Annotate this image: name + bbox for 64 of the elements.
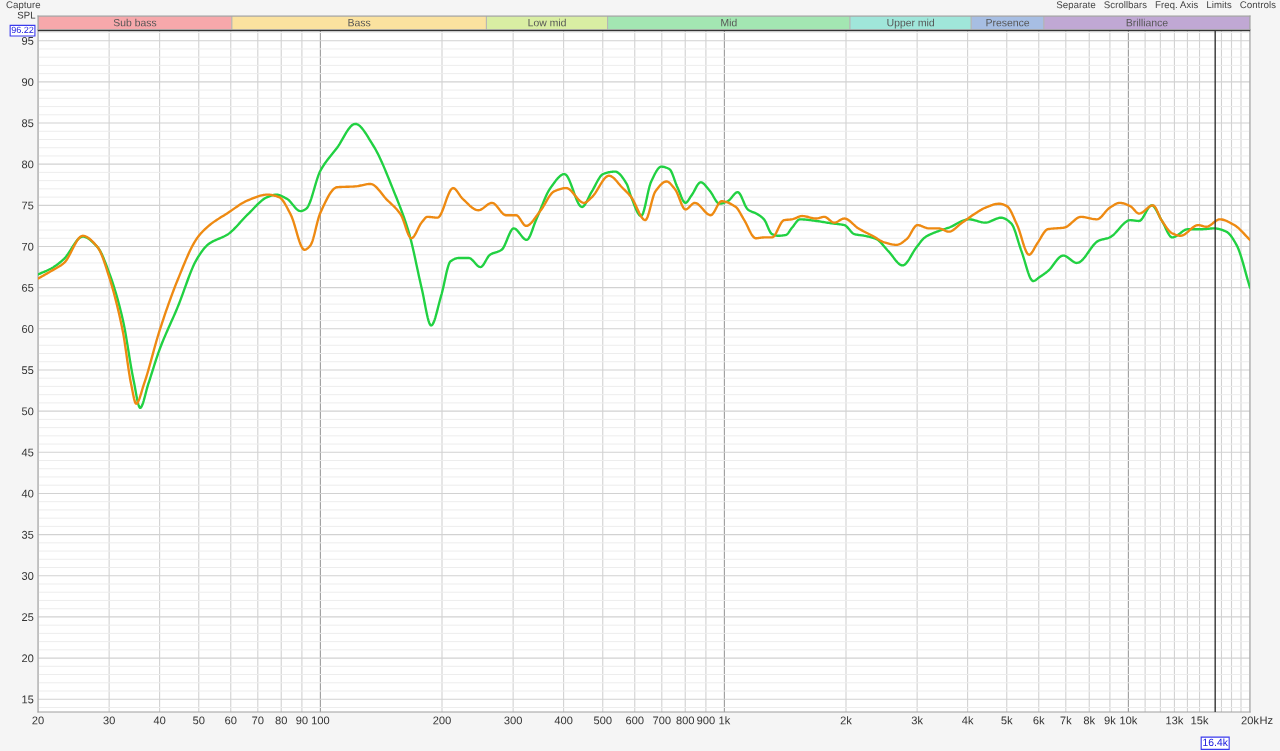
series-label: Low mid bbox=[528, 18, 566, 27]
x-tick-label: 100 bbox=[311, 716, 330, 725]
y-tick-label: 80 bbox=[21, 160, 34, 169]
x-tick-label: 30 bbox=[103, 716, 115, 725]
x-tick-label: 600 bbox=[626, 716, 644, 725]
x-tick-label: 1k bbox=[719, 716, 731, 725]
ref-line-label: 16.4k bbox=[1203, 738, 1228, 747]
series-label: Bass bbox=[348, 19, 371, 27]
x-tick-label: 20k bbox=[1241, 716, 1259, 725]
y-tick-label: 55 bbox=[21, 366, 34, 375]
x-tick-label: 3k bbox=[911, 716, 924, 725]
y-tick-label: 70 bbox=[22, 242, 34, 251]
text: Controls bbox=[1240, 1, 1276, 9]
x-tick-label: 2k bbox=[840, 716, 852, 725]
x-tick-label: 200 bbox=[433, 716, 451, 725]
x-tick-label: 900 bbox=[697, 716, 715, 725]
y-tick-label: 95 bbox=[22, 36, 34, 45]
series-label: Mid bbox=[721, 18, 737, 27]
x-tick-label: 13k bbox=[1166, 716, 1184, 725]
x-tick-label: 40 bbox=[153, 716, 166, 725]
x-axis-title: Hz bbox=[1260, 716, 1273, 725]
ref-line-label: 96.22 bbox=[11, 26, 34, 34]
x-tick-label: 9k bbox=[1104, 716, 1116, 725]
x-tick-label: 20 bbox=[32, 716, 44, 725]
y-tick-label: 60 bbox=[22, 325, 34, 333]
text: Capture bbox=[6, 1, 41, 11]
y-tick-label: 90 bbox=[22, 78, 34, 86]
x-tick-label: 400 bbox=[554, 716, 573, 725]
x-tick-label: 7k bbox=[1060, 716, 1072, 725]
x-tick-label: 70 bbox=[252, 716, 264, 725]
x-tick-label: 15k bbox=[1191, 716, 1209, 725]
x-tick-label: 4k bbox=[962, 716, 974, 725]
y-tick-label: 25 bbox=[22, 613, 34, 622]
x-tick-label: 60 bbox=[225, 716, 237, 725]
text: Separate bbox=[1056, 1, 1096, 11]
x-tick-label: 90 bbox=[296, 716, 308, 725]
x-tick-label: 80 bbox=[275, 716, 287, 725]
text: Freq. Axis bbox=[1155, 1, 1198, 11]
x-tick-label: 500 bbox=[593, 716, 612, 725]
series-label: Presence bbox=[986, 19, 1030, 27]
x-tick-label: 800 bbox=[676, 716, 695, 725]
y-tick-label: 15 bbox=[22, 695, 34, 704]
x-tick-label: 50 bbox=[193, 716, 205, 725]
y-tick-label: 45 bbox=[21, 448, 34, 457]
y-tick-label: 75 bbox=[22, 201, 34, 210]
x-tick-label: 8k bbox=[1083, 716, 1096, 725]
y-tick-label: 50 bbox=[21, 407, 34, 416]
x-tick-label: 5k bbox=[1001, 716, 1013, 725]
y-tick-label: 30 bbox=[21, 572, 34, 580]
series-label: Brilliance bbox=[1126, 18, 1168, 27]
y-axis-title: SPL bbox=[17, 11, 36, 19]
text: Scrollbars bbox=[1104, 1, 1147, 9]
y-tick-label: 40 bbox=[21, 489, 34, 498]
series-label: Upper mid bbox=[887, 18, 934, 29]
series-label: Sub bass bbox=[113, 18, 157, 27]
x-tick-label: 700 bbox=[653, 716, 671, 725]
x-tick-label: 10k bbox=[1120, 716, 1138, 725]
y-tick-label: 35 bbox=[21, 530, 34, 539]
y-tick-label: 20 bbox=[22, 654, 34, 663]
text: Limits bbox=[1207, 1, 1232, 9]
y-tick-label: 65 bbox=[22, 283, 34, 292]
y-tick-label: 85 bbox=[21, 119, 34, 128]
x-tick-label: 300 bbox=[504, 716, 522, 725]
x-tick-label: 6k bbox=[1033, 716, 1045, 725]
